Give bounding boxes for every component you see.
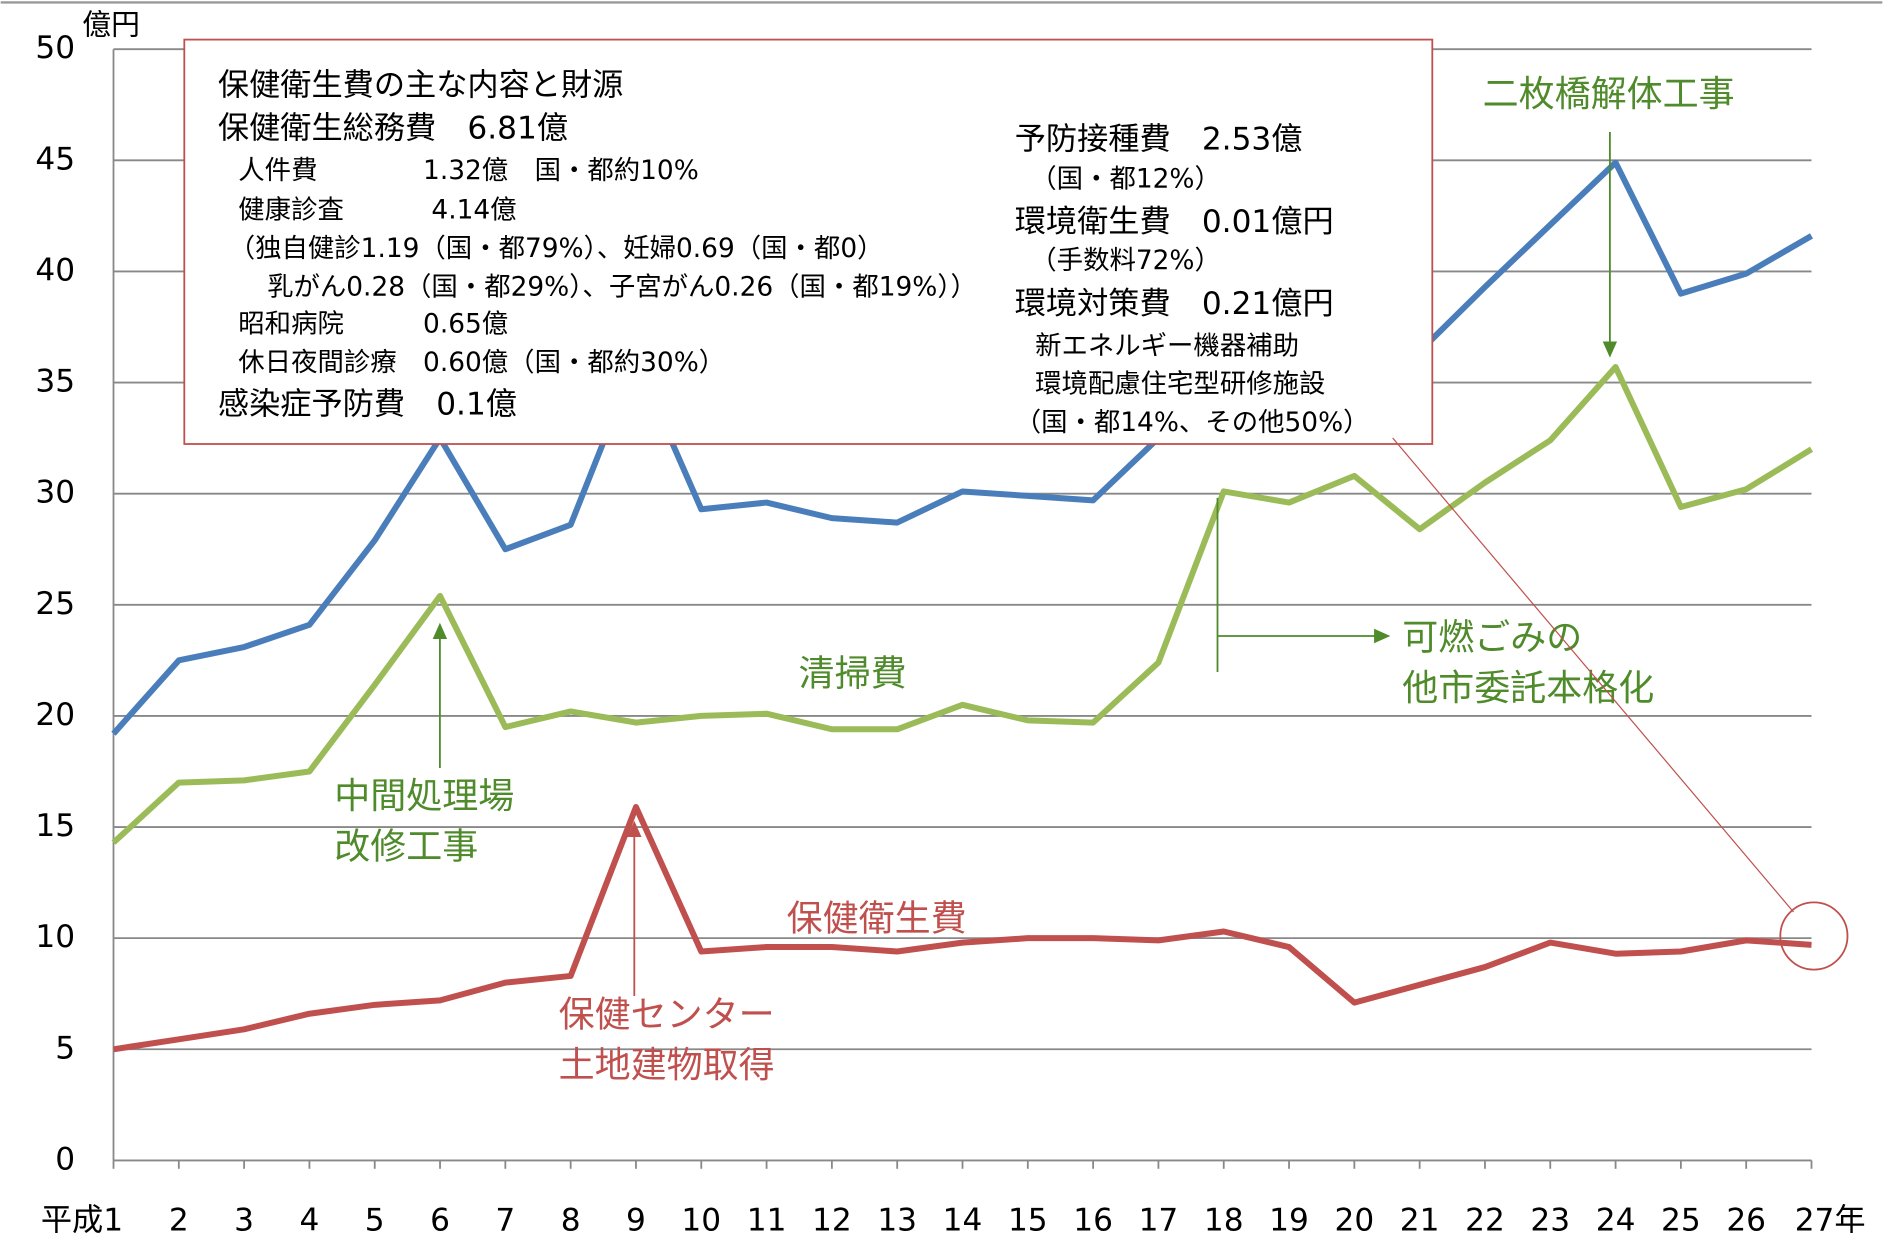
- callout-circle: [1779, 901, 1849, 971]
- box-text: 保健衛生費の主な内容と財源: [218, 67, 623, 103]
- x-tick-label: 18: [1204, 1203, 1244, 1239]
- x-tick-label: 27年: [1795, 1203, 1866, 1239]
- arrows: [432, 132, 1849, 996]
- box-text: 環境配慮住宅型研修施設: [1035, 369, 1325, 400]
- y-tick-label: 0: [55, 1141, 75, 1177]
- x-tick-label: 4: [300, 1203, 320, 1239]
- y-tick-label: 5: [55, 1030, 75, 1066]
- annotation: 改修工事: [334, 826, 478, 867]
- y-tick-label: 20: [35, 697, 75, 733]
- box-text: （国・都12%）: [1030, 164, 1221, 195]
- x-tick-label: 5: [365, 1203, 385, 1239]
- x-tick-label: 22: [1465, 1203, 1505, 1239]
- x-tick-label: 16: [1073, 1203, 1113, 1239]
- box-text: （手数料72%）: [1030, 245, 1221, 276]
- x-tick-label: 9: [626, 1203, 646, 1239]
- box-text: 感染症予防費 0.1億: [218, 387, 517, 423]
- x-tick-label: 20: [1335, 1203, 1375, 1239]
- x-tick-label: 24: [1596, 1203, 1636, 1239]
- x-tick-label: 7: [495, 1203, 515, 1239]
- x-tick-label: 26: [1726, 1203, 1766, 1239]
- box-text: 環境対策費 0.21億円: [1015, 286, 1334, 322]
- annotation: 可燃ごみの: [1402, 618, 1582, 659]
- x-tick-label: 2: [169, 1203, 189, 1239]
- annotation: 土地建物取得: [559, 1045, 775, 1086]
- box-text: 環境衛生費 0.01億円: [1015, 204, 1334, 240]
- box-text: 健康診査 4.14億: [238, 195, 516, 226]
- x-tick-label: 11: [747, 1203, 787, 1239]
- box-text: 休日夜間診療 0.60億（国・都約30%）: [238, 347, 725, 378]
- box-text: 予防接種費 2.53億: [1015, 121, 1303, 157]
- box-text: （国・都14%、その他50%）: [1015, 407, 1370, 438]
- x-tick-label: 13: [877, 1203, 917, 1239]
- x-tick-label: 17: [1139, 1203, 1179, 1239]
- x-tick-label: 10: [681, 1203, 721, 1239]
- x-tick-label: 25: [1661, 1203, 1701, 1239]
- x-tick-label: 21: [1400, 1203, 1440, 1239]
- series-line: [111, 159, 1814, 736]
- x-tick-label: 平成1: [41, 1203, 123, 1239]
- x-tick-label: 23: [1530, 1203, 1570, 1239]
- series-line: [111, 364, 1814, 845]
- callout-line: [1392, 437, 1794, 913]
- series-line: [113, 804, 1812, 1053]
- x-tick-label: 3: [234, 1203, 254, 1239]
- y-tick-label: 35: [35, 364, 75, 400]
- box-text: 乳がん0.28（国・都29%）、子宮がん0.26（国・都19%））: [241, 272, 977, 303]
- box-text: （独自健診1.19（国・都79%）、妊婦0.69（国・都0）: [229, 233, 884, 264]
- annotation-box: [183, 38, 1434, 445]
- annotation: 保健センター: [559, 994, 775, 1035]
- x-tick-label: 12: [812, 1203, 852, 1239]
- y-tick-label: 30: [35, 475, 75, 511]
- x-tick-label: 19: [1269, 1203, 1309, 1239]
- y-tick-label: 40: [35, 252, 75, 288]
- series-label: 保健衛生費: [787, 898, 967, 939]
- box-text: 保健衛生総務費 6.81億: [218, 111, 568, 147]
- series-label: 清掃費: [799, 654, 907, 695]
- box-text: 新エネルギー機器補助: [1035, 330, 1299, 361]
- x-tick-label: 8: [561, 1203, 581, 1239]
- y-tick-label: 15: [35, 808, 75, 844]
- box-text: 昭和病院 0.65億: [238, 309, 508, 340]
- annotation: 中間処理場: [334, 776, 514, 817]
- box-text: 人件費 1.32億 国・都約10%: [238, 155, 699, 186]
- annotation: 他市委託本格化: [1402, 668, 1654, 709]
- y-tick-label: 50: [35, 30, 75, 66]
- x-tick-label: 14: [943, 1203, 983, 1239]
- annotation: 二枚橋解体工事: [1483, 74, 1735, 115]
- y-tick-label: 45: [35, 141, 75, 177]
- y-unit: 億円: [82, 7, 140, 41]
- y-tick-label: 25: [35, 586, 75, 622]
- x-tick-label: 6: [430, 1203, 450, 1239]
- x-tick-label: 15: [1008, 1203, 1048, 1239]
- y-tick-label: 10: [35, 919, 75, 955]
